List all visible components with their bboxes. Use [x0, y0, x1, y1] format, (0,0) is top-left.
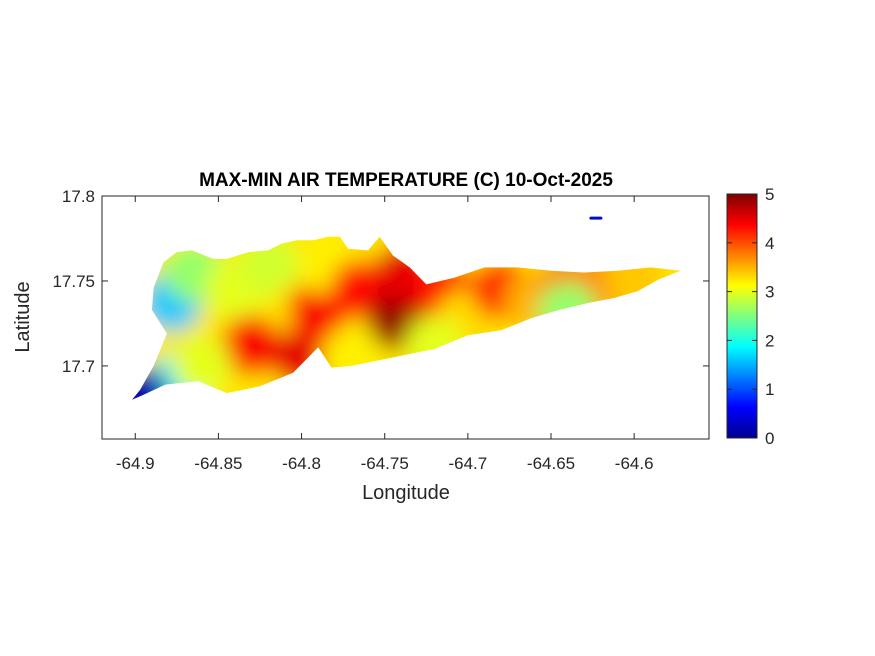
x-tick-label: -64.85 [194, 454, 242, 473]
y-axis-label: Latitude [12, 281, 34, 352]
plot-frame [101, 195, 710, 440]
x-tick-label: -64.6 [615, 454, 654, 473]
x-axis-label: Longitude [362, 482, 450, 504]
x-tick-label: -64.9 [116, 454, 155, 473]
y-tick-label: 17.8 [62, 187, 95, 206]
colorbar-tick-label: 1 [765, 380, 774, 399]
colorbar: 0 1 2 3 4 5 [726, 185, 774, 448]
colorbar-tick-label: 5 [765, 185, 774, 204]
temperature-cell-21 [171, 335, 232, 396]
map-plot-area: -64.9 -64.85 -64.8 -64.75 -64.7 -64.65 -64.6 1… [52, 187, 710, 473]
colorbar-tick-label: 2 [765, 331, 774, 350]
y-tick-label: 17.75 [52, 272, 95, 291]
temperature-cell-2 [131, 366, 169, 400]
y-tick-label: 17.7 [62, 357, 95, 376]
colorbar-tick-label: 4 [765, 234, 774, 253]
x-tick-label: -64.7 [448, 454, 487, 473]
x-tick-label: -64.75 [361, 454, 409, 473]
chart-title: MAX-MIN AIR TEMPERATURE (C) 10-Oct-2025 [199, 170, 613, 191]
x-tick-label: -64.65 [527, 454, 575, 473]
colorbar-tick-label: 0 [765, 429, 774, 448]
temperature-cell-5 [221, 315, 282, 376]
x-tick-label: -64.8 [282, 454, 321, 473]
colorbar-tick-label: 3 [765, 283, 774, 302]
colorbar-gradient [726, 193, 758, 439]
